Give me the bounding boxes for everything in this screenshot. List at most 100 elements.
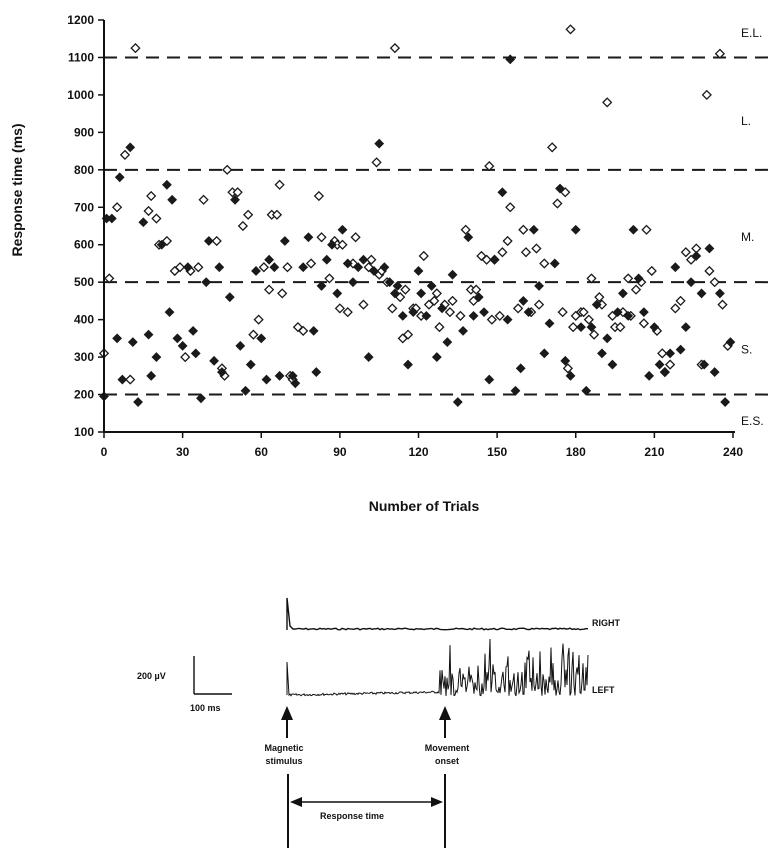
data-point-open: [641, 224, 652, 235]
data-point-filled: [421, 310, 432, 321]
movement-label-line1: Movement: [425, 743, 470, 753]
data-point-open: [455, 310, 466, 322]
axes: [103, 20, 735, 433]
y-tick-label: 200: [74, 388, 94, 402]
x-tick-label: 120: [408, 445, 428, 459]
data-point-filled: [245, 359, 256, 370]
data-point-filled: [182, 262, 193, 273]
data-point-filled: [484, 374, 495, 385]
data-point-open: [313, 190, 325, 202]
data-point-open: [232, 187, 243, 198]
data-point-open: [460, 224, 471, 235]
data-point-filled: [515, 363, 526, 374]
data-point-filled: [240, 385, 251, 396]
data-point-open: [709, 277, 720, 288]
data-point-filled: [468, 310, 479, 321]
data-point-filled: [416, 288, 427, 299]
data-point-open: [481, 254, 492, 265]
y-tick-label: 1000: [67, 88, 94, 102]
data-point-open: [282, 262, 293, 273]
data-point-filled: [251, 266, 261, 276]
scale-time-label: 100 ms: [190, 703, 221, 713]
arrowhead-left-icon: [290, 797, 302, 807]
response-time-bracket: Response time: [287, 774, 446, 848]
data-point-open: [714, 48, 726, 59]
data-point-filled: [127, 337, 138, 348]
data-point-filled: [505, 54, 516, 65]
data-points: [98, 24, 736, 407]
data-point-filled: [379, 262, 390, 273]
data-point-open: [271, 209, 283, 220]
data-point-open: [387, 303, 398, 314]
data-point-open: [497, 247, 508, 258]
data-point-filled: [607, 359, 618, 370]
x-tick-label: 30: [176, 445, 190, 459]
data-point-filled: [264, 254, 275, 265]
data-point-open: [119, 149, 131, 160]
data-point-filled: [125, 142, 136, 153]
data-point-open: [371, 157, 382, 168]
data-point-filled: [369, 266, 379, 276]
data-point-filled: [497, 187, 508, 198]
data-point-open: [429, 295, 440, 307]
emg-trace-figure: RIGHT LEFT 200 µV 100 ms Magnetic stimul…: [137, 597, 621, 848]
data-point-filled: [190, 348, 201, 359]
data-point-filled: [699, 359, 710, 370]
data-point-filled: [167, 194, 178, 205]
data-point-filled: [133, 397, 143, 407]
stimulus-label-line2: stimulus: [265, 756, 302, 766]
data-point-open: [594, 292, 605, 303]
data-point-open: [552, 198, 563, 209]
data-point-filled: [709, 367, 720, 377]
data-point-open: [444, 307, 456, 318]
data-point-filled: [696, 288, 707, 299]
data-point-open: [104, 273, 115, 284]
data-point-filled: [311, 367, 322, 377]
data-point-filled: [502, 314, 513, 325]
stimulus-label-line1: Magnetic: [264, 743, 303, 753]
data-point-filled: [518, 296, 529, 306]
left-emg-trace: [286, 638, 589, 697]
data-point-filled: [209, 355, 219, 366]
x-tick-label: 150: [487, 445, 507, 459]
data-point-open: [402, 329, 414, 340]
data-point-filled: [649, 322, 660, 333]
data-point-open: [222, 164, 233, 175]
data-point-filled: [623, 310, 634, 321]
data-point-filled: [691, 251, 702, 261]
data-point-filled: [161, 179, 172, 190]
zone-label: L.: [741, 114, 751, 128]
data-point-filled: [549, 258, 560, 269]
data-point-open: [471, 284, 482, 295]
x-axis-title: Number of Trials: [369, 498, 480, 514]
data-point-filled: [290, 378, 301, 389]
data-point-filled: [659, 367, 670, 377]
data-point-filled: [720, 397, 731, 407]
data-point-open: [520, 247, 532, 258]
data-point-filled: [172, 333, 183, 344]
y-tick-label: 1100: [68, 50, 94, 64]
data-point-filled: [431, 352, 442, 362]
movement-label-line2: onset: [435, 756, 459, 766]
data-point-filled: [560, 355, 571, 366]
data-point-open: [531, 243, 542, 254]
data-point-open: [539, 258, 550, 269]
data-point-open: [447, 295, 458, 307]
data-point-open: [174, 262, 186, 273]
data-point-open: [638, 318, 650, 329]
scale-bar: 200 µV 100 ms: [137, 656, 232, 713]
data-point-open: [512, 303, 524, 314]
x-tick-label: 180: [566, 445, 586, 459]
data-point-filled: [408, 307, 419, 318]
data-point-filled: [612, 307, 623, 318]
data-point-open: [657, 348, 668, 359]
data-point-filled: [327, 239, 337, 250]
data-point-filled: [164, 307, 175, 318]
data-point-filled: [188, 325, 199, 336]
data-point-open: [125, 374, 136, 385]
data-point-filled: [591, 299, 602, 310]
data-point-filled: [618, 288, 628, 299]
data-point-open: [578, 307, 589, 318]
data-point-open: [583, 314, 594, 325]
data-point-filled: [112, 333, 123, 344]
